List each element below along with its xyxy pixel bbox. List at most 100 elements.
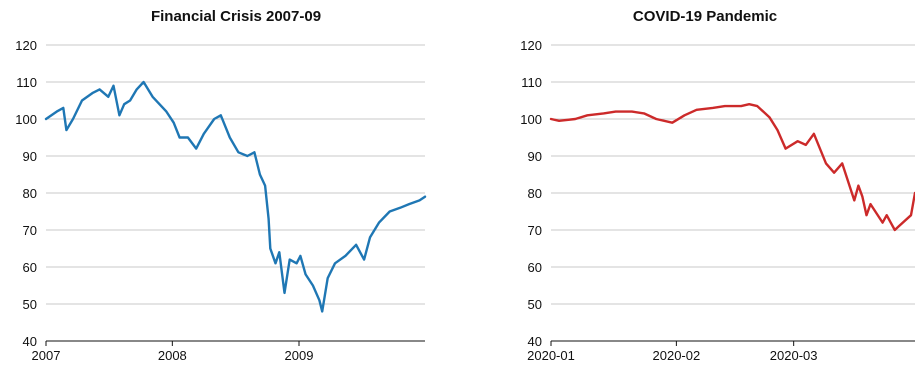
data-point <box>321 310 323 312</box>
data-point <box>62 107 64 109</box>
chart-title-2: COVID-19 Pandemic <box>633 8 777 25</box>
x-tick-label-2009: 2009 <box>285 348 314 363</box>
data-point <box>898 225 900 227</box>
data-point <box>355 244 357 246</box>
data-point <box>259 173 261 176</box>
data-point <box>318 299 320 301</box>
data-point <box>152 96 154 98</box>
data-point <box>418 199 421 201</box>
data-point <box>195 148 197 150</box>
data-point <box>910 214 912 216</box>
data-point <box>671 122 673 124</box>
series-line-1 <box>44 80 427 313</box>
data-point <box>278 251 280 253</box>
data-point <box>173 122 175 124</box>
y-tick-label-60: 60 <box>528 260 542 275</box>
data-point <box>129 99 131 102</box>
data-point <box>833 172 835 174</box>
data-point <box>264 185 266 187</box>
data-point <box>825 162 827 164</box>
data-point <box>237 151 239 153</box>
data-point <box>882 222 884 224</box>
data-point <box>289 259 291 261</box>
data-point <box>363 259 365 261</box>
data-point <box>724 105 726 107</box>
data-point <box>65 129 67 131</box>
data-point <box>99 88 101 90</box>
data-point <box>334 262 336 264</box>
y-tick-label-60: 60 <box>23 260 37 275</box>
chart-title-1: Financial Crisis 2007-09 <box>151 8 321 25</box>
y-tick-label-110: 110 <box>16 75 37 90</box>
data-point <box>136 88 138 90</box>
y-tick-label-80: 80 <box>23 186 37 201</box>
data-point <box>643 112 645 114</box>
data-point <box>283 292 286 294</box>
x-tick-label-2007: 2007 <box>32 348 61 363</box>
data-point <box>853 199 855 201</box>
data-point <box>305 273 307 275</box>
y-tick-label-70: 70 <box>528 223 542 238</box>
data-point <box>81 99 83 102</box>
y-tick-label-120: 120 <box>15 38 37 53</box>
data-point <box>378 222 380 224</box>
x-tick-label-2020-02: 2020-02 <box>653 348 701 363</box>
data-point <box>865 214 868 216</box>
data-point <box>344 255 346 257</box>
data-point <box>776 129 779 131</box>
data-point <box>369 236 371 238</box>
data-point <box>268 218 270 220</box>
data-point <box>220 114 222 116</box>
data-point <box>299 255 301 257</box>
data-point <box>586 114 589 116</box>
y-tick-label-100: 100 <box>15 112 37 127</box>
data-point <box>805 144 807 146</box>
data-point <box>696 109 698 111</box>
data-point <box>574 118 576 120</box>
data-point <box>424 196 426 198</box>
data-point <box>123 103 125 105</box>
y-tick-label-40: 40 <box>528 334 542 349</box>
data-point <box>558 120 560 122</box>
data-point <box>327 277 329 279</box>
data-point <box>631 111 633 113</box>
data-point <box>890 222 892 224</box>
data-point <box>246 155 248 157</box>
y-tick-label-90: 90 <box>528 149 542 164</box>
y-tick-label-50: 50 <box>23 297 37 312</box>
data-point <box>91 92 93 94</box>
data-point <box>615 111 617 113</box>
data-point <box>813 133 815 135</box>
data-point <box>179 136 181 139</box>
data-point <box>45 118 47 120</box>
data-point <box>857 185 860 187</box>
data-point <box>229 136 231 139</box>
data-point <box>143 81 145 83</box>
data-point <box>118 114 120 116</box>
y-tick-label-70: 70 <box>23 223 37 238</box>
data-point <box>203 133 205 135</box>
data-point <box>296 262 298 264</box>
data-point <box>603 112 605 114</box>
data-point <box>158 103 161 105</box>
y-tick-label-110: 110 <box>521 75 542 90</box>
data-point <box>550 118 552 120</box>
y-tick-label-90: 90 <box>23 149 37 164</box>
data-point <box>312 284 314 287</box>
data-point <box>748 103 750 105</box>
data-point <box>886 214 888 216</box>
data-point <box>768 116 771 118</box>
series-line-2 <box>549 103 915 232</box>
data-point <box>165 111 167 113</box>
data-point <box>756 105 758 107</box>
data-point <box>269 247 271 250</box>
data-point <box>841 162 843 164</box>
data-point <box>740 105 742 107</box>
data-point <box>107 96 109 98</box>
data-point <box>213 118 215 120</box>
data-point <box>389 210 391 213</box>
data-point <box>408 203 410 205</box>
data-point <box>274 262 277 264</box>
